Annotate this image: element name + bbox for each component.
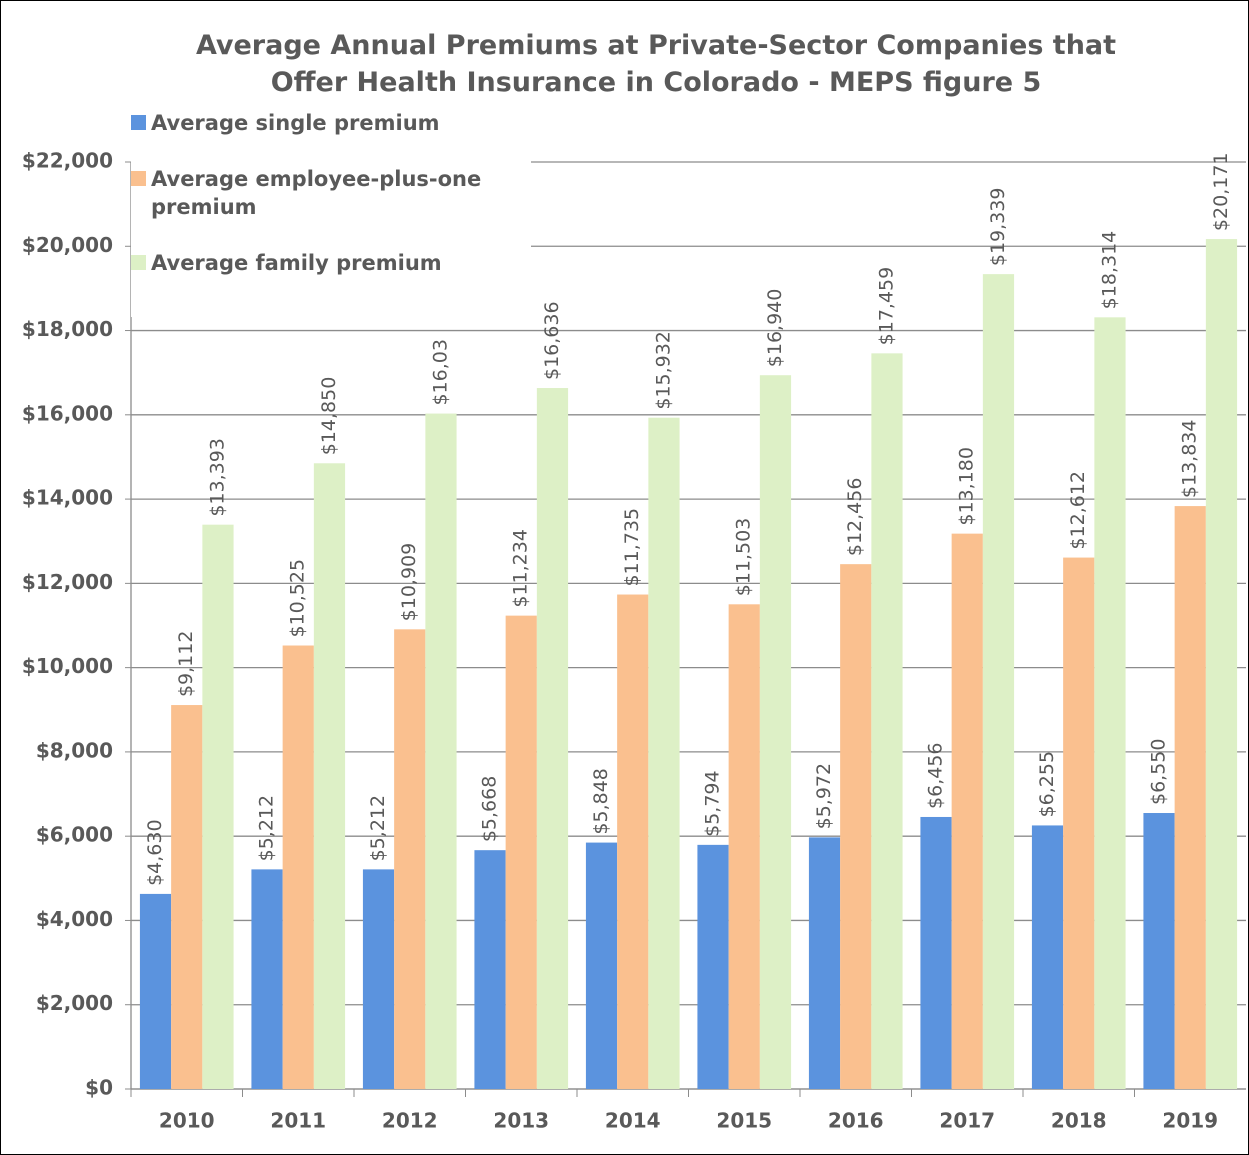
y-tick-label: $18,000: [22, 317, 113, 341]
y-tick-label: $12,000: [22, 570, 113, 594]
x-tick-label: 2012: [382, 1109, 438, 1133]
bar: [362, 869, 395, 1089]
value-label: $13,180: [956, 447, 978, 526]
x-tick-label: 2014: [605, 1109, 661, 1133]
value-label: $18,314: [1098, 231, 1120, 310]
value-label: $4,630: [144, 819, 166, 885]
bar: [394, 629, 426, 1089]
value-label: $5,668: [479, 776, 501, 842]
y-tick-label: $4,000: [36, 907, 113, 931]
value-label: $13,393: [206, 438, 228, 517]
value-label: $20,171: [1210, 152, 1232, 231]
bar: [171, 705, 203, 1089]
y-tick-label: $16,000: [22, 401, 113, 425]
value-label: $6,550: [1148, 739, 1170, 805]
legend-swatch: [131, 255, 146, 270]
value-label: $16,636: [541, 301, 563, 380]
bar: [982, 274, 1015, 1089]
bar: [425, 413, 457, 1089]
bar: [202, 524, 234, 1089]
value-label: $14,850: [318, 377, 340, 456]
legend-swatch: [131, 171, 146, 186]
value-label: $13,834: [1179, 420, 1201, 499]
value-label: $5,848: [590, 768, 612, 834]
bar: [282, 645, 314, 1089]
bar: [871, 353, 903, 1090]
bar: [1174, 506, 1206, 1089]
value-label: $11,234: [510, 529, 532, 608]
bar: [920, 816, 952, 1089]
value-label: $15,932: [652, 331, 674, 410]
legend-entry: Average single premium: [131, 109, 491, 137]
legend-entry: Average family premium: [131, 249, 491, 277]
x-tick-label: 2018: [1051, 1109, 1107, 1133]
bar: [1031, 825, 1064, 1089]
x-tick-label: 2013: [493, 1109, 549, 1133]
y-tick-label: $14,000: [22, 486, 113, 510]
chart-title: Average Annual Premiums at Private-Secto…: [195, 30, 1117, 98]
value-label: $10,909: [398, 543, 420, 622]
x-tick-label: 2010: [159, 1109, 215, 1133]
x-tick-label: 2019: [1162, 1109, 1218, 1133]
value-label: $5,212: [367, 795, 389, 861]
bar: [951, 533, 983, 1089]
bar: [1143, 813, 1175, 1089]
value-label: $19,339: [987, 188, 1009, 267]
bar: [1063, 557, 1095, 1089]
y-tick-label: $6,000: [36, 823, 113, 847]
y-tick-label: $10,000: [22, 654, 113, 678]
value-label: $5,794: [702, 770, 724, 836]
y-tick-label: $2,000: [36, 991, 113, 1015]
bar: [648, 417, 680, 1089]
bar: [840, 564, 872, 1089]
value-label: $6,456: [925, 742, 947, 808]
bar: [474, 850, 506, 1089]
bar: [808, 837, 841, 1089]
value-label: $16,03: [429, 339, 451, 405]
value-label: $12,612: [1067, 471, 1089, 550]
x-tick-label: 2015: [716, 1109, 772, 1133]
y-tick-label: $22,000: [22, 149, 113, 173]
bar: [585, 842, 618, 1089]
bar: [617, 594, 649, 1089]
bar: [1205, 239, 1238, 1090]
bar: [728, 604, 760, 1089]
value-label: $11,735: [621, 508, 643, 587]
y-tick-label: $20,000: [22, 233, 113, 257]
legend-entry: Average employee-plus-one premium: [131, 165, 491, 221]
value-label: $10,525: [287, 559, 309, 638]
legend-label: Average single premium: [151, 111, 440, 135]
value-label: $6,255: [1036, 751, 1058, 817]
value-label: $11,503: [733, 518, 755, 597]
bar: [1094, 317, 1126, 1089]
legend-label: Average employee-plus-one premium: [151, 167, 482, 219]
bar: [759, 375, 792, 1090]
value-label: $9,112: [175, 631, 197, 697]
x-tick-label: 2016: [828, 1109, 884, 1133]
bar: [505, 615, 537, 1089]
value-label: $5,212: [256, 795, 278, 861]
legend-label: Average family premium: [151, 251, 442, 275]
value-label: $16,940: [764, 289, 786, 368]
bar: [536, 388, 569, 1090]
x-tick-label: 2017: [939, 1109, 995, 1133]
bar: [251, 869, 283, 1089]
bar: [139, 893, 172, 1089]
legend-swatch: [131, 115, 146, 130]
value-label: $17,459: [875, 267, 897, 346]
value-label: $12,456: [844, 478, 866, 557]
y-tick-label: $0: [85, 1076, 113, 1100]
x-tick-label: 2011: [270, 1109, 326, 1133]
legend: Average single premium Average employee-p…: [131, 109, 531, 317]
y-tick-label: $8,000: [36, 738, 113, 762]
bar: [313, 463, 346, 1089]
value-label: $5,972: [813, 763, 835, 829]
bar: [697, 844, 729, 1089]
